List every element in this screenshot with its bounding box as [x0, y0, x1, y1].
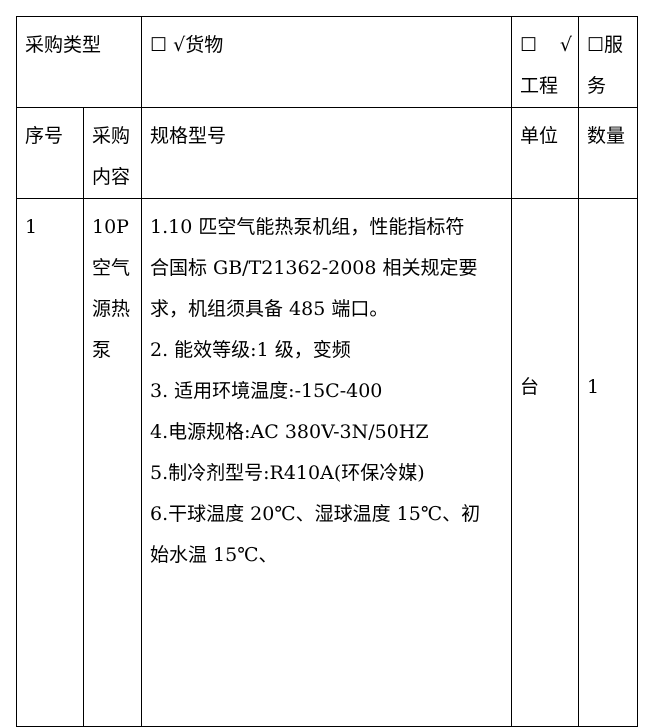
row-index: 1 [16, 198, 84, 727]
header-content: 采购内容 [83, 107, 142, 199]
header-quantity: 数量 [578, 107, 638, 199]
spec-line: 2. 能效等级:1 级，变频 [150, 339, 351, 361]
spec-line: 5.制冷剂型号:R410A(环保冷媒) [150, 462, 425, 484]
procurement-type-row: 采购类型 ☐ √货物 ☐ √ 工程 ☐服务 [16, 16, 638, 108]
services-option[interactable]: ☐服务 [578, 16, 638, 108]
spec-line: 3. 适用环境温度:-15C-400 [150, 380, 383, 402]
table-row: 1 10P空气源热泵 1.10 匹空气能热泵机组，性能指标符 合国标 GB/T2… [16, 198, 638, 727]
check-mark-icon: √ [173, 34, 186, 56]
spec-line: 1.10 匹空气能热泵机组，性能指标符 [150, 216, 465, 238]
checkbox-icon[interactable]: ☐ [587, 34, 605, 56]
checkbox-icon[interactable]: ☐ [520, 34, 538, 56]
row-unit: 台 [511, 198, 579, 727]
services-label: 服务 [587, 34, 624, 97]
header-index: 序号 [16, 107, 84, 199]
header-spec: 规格型号 [141, 107, 512, 199]
procurement-type-label: 采购类型 [16, 16, 142, 108]
spec-line: 始水温 15℃、 [150, 544, 278, 566]
spec-line: 求，机组须具备 485 端口。 [150, 298, 389, 320]
spec-line: 4.电源规格:AC 380V-3N/50HZ [150, 421, 429, 443]
checkbox-icon[interactable]: ☐ [150, 34, 168, 56]
header-unit: 单位 [511, 107, 579, 199]
works-option[interactable]: ☐ √ 工程 [511, 16, 579, 108]
row-content: 10P空气源热泵 [83, 198, 142, 727]
goods-label: 货物 [185, 34, 224, 56]
spec-line: 合国标 GB/T21362-2008 相关规定要 [150, 257, 478, 279]
column-header-row: 序号 采购内容 规格型号 单位 数量 [16, 107, 638, 199]
check-mark-icon: √ [559, 34, 572, 56]
row-quantity: 1 [578, 198, 638, 727]
row-spec: 1.10 匹空气能热泵机组，性能指标符 合国标 GB/T21362-2008 相… [141, 198, 512, 727]
goods-option[interactable]: ☐ √货物 [141, 16, 512, 108]
works-label: 工程 [520, 75, 559, 97]
spec-line: 6.干球温度 20℃、湿球温度 15℃、初 [150, 503, 481, 525]
procurement-table: 采购类型 ☐ √货物 ☐ √ 工程 ☐服务 序号 采购内容 规格型号 单位 数量 … [16, 16, 638, 727]
